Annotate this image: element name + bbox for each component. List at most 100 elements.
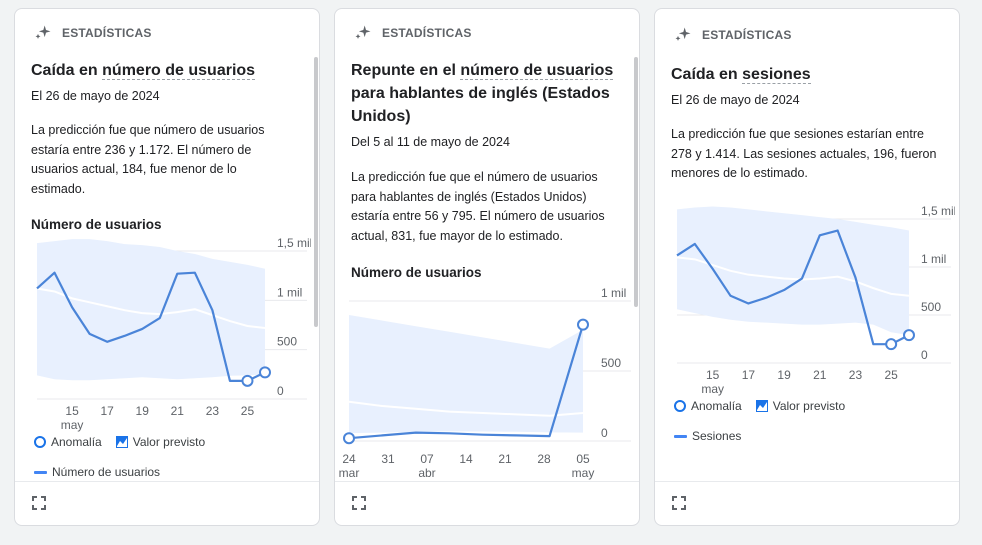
scrollbar[interactable]: [634, 57, 638, 307]
x-tick-label: 28: [537, 452, 551, 466]
x-tick-label: 05: [576, 452, 590, 466]
legend-series-item: Número de usuarios: [34, 465, 160, 479]
x-tick-label: 23: [849, 368, 863, 382]
x-tick-label: 19: [136, 404, 150, 418]
y-tick-label: 1 mil: [921, 252, 946, 266]
x-tick-label: 25: [884, 368, 898, 382]
legend-label: Anomalía: [691, 399, 742, 413]
anomaly-point: [885, 338, 898, 351]
metric-link[interactable]: número de usuarios: [460, 62, 614, 80]
x-tick-month: mar: [339, 466, 360, 480]
series-line: [348, 324, 585, 440]
legend-anomaly: Anomalía: [34, 435, 102, 449]
metric-label: Número de usuarios: [351, 265, 482, 280]
header-label: ESTADÍSTICAS: [382, 26, 472, 40]
metric-label: Número de usuarios: [31, 217, 162, 232]
y-tick-label: 0: [277, 384, 284, 398]
y-tick-label: 0: [921, 348, 928, 362]
x-tick-label: 15: [706, 368, 720, 382]
date-range: Del 5 al 11 de mayo de 2024: [351, 135, 510, 149]
x-tick-label: 21: [813, 368, 827, 382]
x-tick-label: 17: [100, 404, 114, 418]
x-tick-label: 23: [206, 404, 220, 418]
legend-label: Anomalía: [51, 435, 102, 449]
title-text: Caída en: [31, 62, 103, 79]
scrollbar[interactable]: [314, 57, 318, 327]
description: La predicción fue que sesiones estarían …: [671, 127, 937, 180]
legend-series: Número de usuarios: [34, 465, 174, 479]
card-footer: [335, 481, 639, 525]
y-tick-label: 1 mil: [277, 285, 302, 299]
y-tick-label: 500: [277, 335, 297, 349]
insight-card-2[interactable]: ESTADÍSTICAS Repunte en el número de usu…: [334, 8, 640, 526]
x-tick-month: abr: [418, 466, 435, 480]
expected-range-band: [677, 206, 909, 336]
x-tick-month: may: [61, 418, 84, 432]
title-text: para hablantes de inglés (Estados Unidos…: [351, 85, 610, 125]
card-title: Repunte en el número de usuarios para ha…: [351, 59, 621, 128]
sparkle-icon: [675, 27, 691, 41]
legend-label: Valor previsto: [132, 435, 206, 449]
anomaly-point: [259, 366, 271, 379]
description: La predicción fue que número de usuarios…: [31, 123, 265, 196]
description: La predicción fue que el número de usuar…: [351, 170, 605, 243]
x-tick-month: may: [701, 382, 724, 396]
y-tick-label: 500: [601, 356, 621, 370]
expected-range-band: [37, 239, 265, 381]
anomaly-point: [577, 318, 589, 331]
legend-label: Número de usuarios: [52, 465, 161, 479]
x-tick-label: 07: [420, 452, 434, 466]
insight-card-3[interactable]: ESTADÍSTICAS Caída en sesiones El 26 de …: [654, 8, 960, 526]
anomaly-icon: [674, 400, 686, 412]
date-range: El 26 de mayo de 2024: [31, 89, 160, 103]
card-header: ESTADÍSTICAS: [353, 23, 472, 43]
date-range: El 26 de mayo de 2024: [671, 93, 800, 107]
legend-series: Sesiones: [674, 429, 755, 443]
anomaly-point: [903, 329, 915, 342]
card-title: Caída en número de usuarios: [31, 59, 301, 82]
metric-link[interactable]: número de usuarios: [102, 62, 256, 80]
metric-link[interactable]: sesiones: [742, 66, 811, 84]
sparkle-icon: [355, 25, 371, 39]
fullscreen-icon[interactable]: [672, 496, 686, 510]
y-tick-label: 500: [921, 300, 941, 314]
expected-range-band: [349, 315, 583, 434]
legend-label: Valor previsto: [772, 399, 846, 413]
legend: Anomalía Valor previsto: [674, 399, 859, 413]
line-swatch: [674, 434, 687, 438]
series-line: [36, 271, 266, 382]
x-tick-label: 25: [241, 404, 255, 418]
card-header: ESTADÍSTICAS: [33, 23, 152, 43]
fullscreen-icon[interactable]: [352, 496, 366, 510]
expected-value-line: [36, 287, 266, 329]
y-tick-label: 1,5 mil: [921, 204, 955, 218]
anomaly-icon: [34, 436, 46, 448]
card-title: Caída en sesiones: [671, 63, 941, 86]
x-tick-label: 19: [777, 368, 791, 382]
legend-expected: Valor previsto: [755, 399, 846, 413]
line-swatch: [34, 470, 47, 474]
y-tick-label: 1 mil: [601, 286, 626, 300]
area-chart-icon: [755, 400, 768, 412]
legend-anomaly: Anomalía: [674, 399, 742, 413]
area-chart-icon: [115, 436, 128, 448]
insight-card-1[interactable]: ESTADÍSTICAS Caída en número de usuarios…: [14, 8, 320, 526]
y-tick-label: 1,5 mil: [277, 236, 311, 250]
card-footer: [15, 481, 319, 525]
card-header: ESTADÍSTICAS: [673, 25, 792, 45]
anomaly-point: [241, 374, 254, 387]
x-tick-label: 21: [171, 404, 185, 418]
header-label: ESTADÍSTICAS: [62, 26, 152, 40]
title-text: Repunte en el: [351, 62, 461, 79]
legend-label: Sesiones: [692, 429, 742, 443]
fullscreen-icon[interactable]: [32, 496, 46, 510]
title-text: Caída en: [671, 66, 743, 83]
x-tick-label: 15: [65, 404, 79, 418]
expected-value-line: [348, 400, 584, 417]
x-tick-label: 21: [498, 452, 512, 466]
legend: Anomalía Valor previsto: [34, 435, 219, 449]
series-line: [676, 229, 910, 346]
